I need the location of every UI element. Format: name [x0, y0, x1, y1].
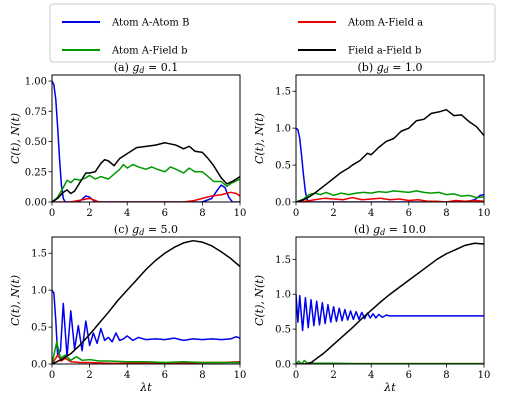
y-axis-label: C(t), N(t)	[9, 113, 22, 164]
panel-0: 0 2 4 6 8 10 0.00 0.25 0.50 0.75 1.00 (a) gd = 0.1 C…	[9, 61, 246, 219]
x-tick-label: 8	[443, 370, 449, 381]
legend-label-atom-a-atom-b: Atom A-Atom B	[111, 18, 189, 29]
x-tick-label: 2	[86, 208, 92, 219]
panel-1: 0 2 4 6 8 10 0.0 0.5 1.0 1.5 (b) gd = 1.0 C(t), N(t…	[253, 61, 490, 219]
panel-title: (c) gd = 5.0	[114, 223, 178, 237]
x-tick-label: 10	[234, 370, 247, 381]
series-group	[296, 242, 484, 364]
x-tick-label: 4	[368, 370, 374, 381]
x-axis-label: λt	[139, 381, 152, 394]
y-tick-label: 0.0	[275, 198, 291, 209]
y-tick-label: 0.5	[275, 161, 291, 172]
panel-title: (b) gd = 1.0	[357, 61, 422, 75]
series-line-atom-a-atom-b	[296, 127, 484, 202]
series-line-atom-a-atom-b	[52, 80, 240, 202]
series-line-atom-a-field-a	[296, 196, 484, 202]
y-axis-label: C(t), N(t)	[9, 275, 22, 326]
y-tick-label: 0.0	[31, 360, 47, 371]
series-line-field-a-field-b	[52, 239, 240, 364]
x-tick-label: 4	[368, 208, 374, 219]
series-line-field-a-field-b	[52, 141, 240, 202]
x-tick-label: 0	[49, 208, 55, 219]
panel-2: 0 2 4 6 8 10 0.0 0.5 1.0 1.5 (c) gd = 5.0 C(t), N(t…	[9, 223, 246, 394]
y-tick-label: 1.0	[31, 286, 47, 297]
panels: 0 2 4 6 8 100.000.250.500.751.00(a) gd = 0.1C…	[9, 61, 490, 394]
y-tick-label: 1.0	[275, 290, 291, 301]
y-tick-label: 1.00	[25, 77, 47, 88]
plot-frame	[295, 236, 485, 365]
legend-frame	[49, 3, 496, 63]
y-tick-label: 1.5	[31, 249, 47, 260]
x-tick-label: 10	[478, 208, 491, 219]
x-tick-label: 2	[330, 370, 336, 381]
x-tick-label: 0	[49, 370, 55, 381]
legend-label-atom-a-field-a: Atom A-Field a	[347, 18, 423, 29]
y-tick-label: 0.50	[25, 137, 47, 148]
y-tick-label: 0.5	[275, 325, 291, 336]
panel-title: (d) gd = 10.0	[354, 223, 426, 237]
x-tick-label: 6	[162, 208, 168, 219]
x-tick-label: 8	[199, 208, 205, 219]
x-tick-label: 6	[162, 370, 168, 381]
x-tick-label: 0	[293, 208, 299, 219]
x-tick-label: 8	[443, 208, 449, 219]
legend: Atom A-Atom B Atom A-Field a Atom A-Field …	[49, 3, 496, 63]
legend-label-field-a-field-b: Field a-Field b	[348, 46, 421, 57]
series-line-atom-a-field-b	[296, 359, 484, 364]
series-line-atom-a-field-b	[52, 163, 240, 202]
series-line-field-a-field-b	[296, 242, 484, 364]
y-tick-label: 1.5	[275, 87, 291, 98]
series-line-atom-a-field-b	[52, 341, 240, 364]
y-tick-label: 0.00	[25, 198, 47, 209]
x-tick-label: 10	[478, 370, 491, 381]
x-tick-label: 4	[124, 370, 130, 381]
panel-title: (a) gd = 0.1	[114, 61, 179, 75]
y-axis-label: C(t), N(t)	[253, 113, 266, 164]
plot-frame	[51, 236, 241, 365]
series-line-atom-a-atom-b	[296, 294, 484, 332]
x-tick-label: 6	[406, 208, 412, 219]
y-tick-label: 1.0	[275, 124, 291, 135]
series-line-field-a-field-b	[296, 108, 484, 202]
x-tick-label: 4	[124, 208, 130, 219]
x-tick-label: 0	[293, 370, 299, 381]
plot-frame	[295, 74, 485, 203]
y-tick-label: 1.5	[275, 255, 291, 266]
x-axis-label: λt	[383, 381, 396, 394]
y-tick-label: 0.0	[275, 360, 291, 371]
legend-label-atom-a-field-b: Atom A-Field b	[111, 46, 188, 57]
panel-3: 0 2 4 6 8 10 0.0 0.5 1.0 1.5 (d) gd = 10.0 C(t), N(…	[253, 223, 490, 394]
series-group	[52, 239, 240, 364]
x-tick-label: 8	[199, 370, 205, 381]
plot-frame	[51, 74, 241, 203]
y-tick-label: 0.25	[25, 167, 47, 178]
series-group	[52, 80, 240, 202]
y-tick-label: 0.5	[31, 323, 47, 334]
y-axis-label: C(t), N(t)	[253, 275, 266, 326]
series-line-atom-a-atom-b	[52, 289, 240, 358]
x-tick-label: 10	[234, 208, 247, 219]
x-tick-label: 2	[86, 370, 92, 381]
series-group	[296, 108, 484, 202]
series-line-atom-a-field-b	[296, 190, 484, 202]
x-tick-label: 2	[330, 208, 336, 219]
series-line-atom-a-field-a	[52, 191, 240, 202]
y-tick-label: 0.75	[25, 107, 47, 118]
x-tick-label: 6	[406, 370, 412, 381]
